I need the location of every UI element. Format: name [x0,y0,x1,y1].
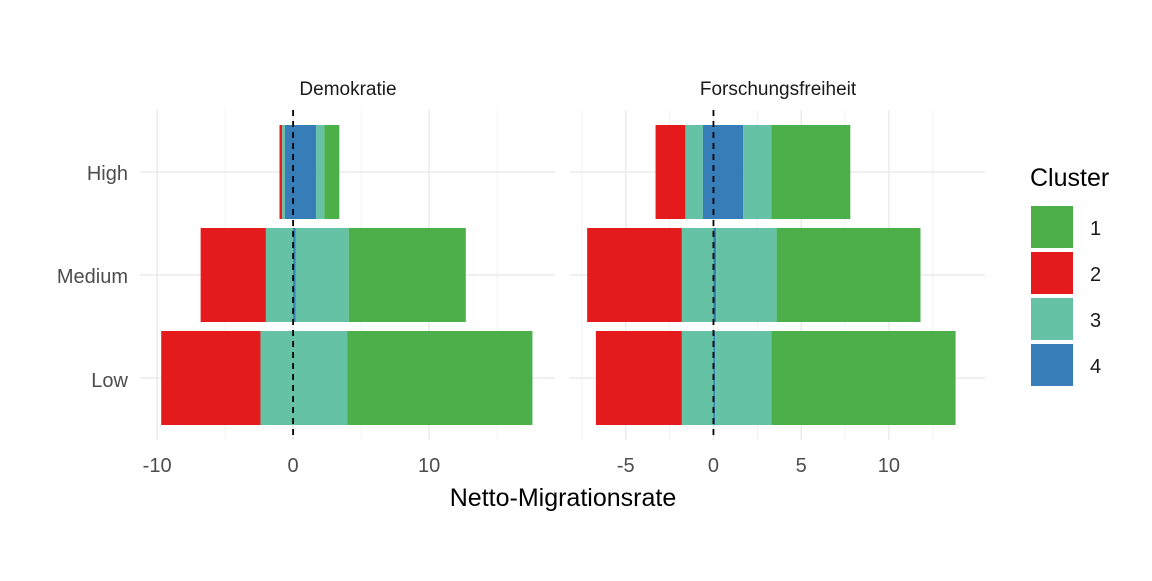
legend-key-1 [1031,206,1073,248]
legend-label-3: 3 [1090,310,1101,332]
x-tick-label: 5 [796,455,807,477]
y-label-high: High [87,163,128,185]
y-label-low: Low [91,370,128,392]
bar-medium-cluster-1 [348,228,466,322]
bar-low-cluster-3 [681,331,714,425]
legend: Cluster 1 2 3 4 [1030,164,1109,386]
bar-medium-cluster-2 [587,228,682,322]
bar-high-cluster-3 [743,125,772,219]
x-axis-title: Netto-Migrationsrate [450,484,676,512]
bar-medium-cluster-3 [681,228,714,322]
bar-high-cluster-1 [324,125,340,219]
bar-low-cluster-2 [595,331,682,425]
legend-title: Cluster [1030,164,1109,192]
bar-medium-cluster-3 [716,228,777,322]
bar-medium-cluster-1 [776,228,921,322]
bar-medium-cluster-3 [265,228,294,322]
bar-low-cluster-2 [161,331,261,425]
bar-low-cluster-3 [715,331,772,425]
x-tick-label: 0 [708,455,719,477]
bar-high-cluster-4 [284,125,317,219]
x-tick-label: 10 [878,455,900,477]
bar-high-cluster-3 [685,125,703,219]
bar-high-cluster-3 [282,125,285,219]
bar-low-cluster-1 [347,331,533,425]
legend-key-4 [1031,344,1073,386]
x-tick-label: -5 [617,455,635,477]
bar-medium-cluster-2 [200,228,266,322]
bar-high-cluster-1 [771,125,851,219]
legend-key-2 [1031,252,1073,294]
panel-title-demokratie: Demokratie [299,79,396,100]
panel-demokratie: -10 0 10 [140,110,555,477]
x-tick-label: 0 [288,455,299,477]
legend-label-2: 2 [1090,264,1101,286]
legend-label-4: 4 [1090,356,1101,378]
panel-title-forschungsfreiheit: Forschungsfreiheit [700,79,857,100]
bar-medium-cluster-4 [713,228,717,322]
bar-low-cluster-1 [771,331,956,425]
bar-high-cluster-4 [702,125,744,219]
bar-medium-cluster-4 [293,228,296,322]
legend-label-1: 1 [1090,218,1101,240]
x-tick-label: 10 [418,455,440,477]
panels-layer: -10 0 10 -5 0 5 10 [140,110,985,477]
bar-low-cluster-3 [260,331,348,425]
bar-medium-cluster-3 [295,228,349,322]
bar-high-cluster-3 [316,125,325,219]
y-label-medium: Medium [57,266,128,288]
bar-high-cluster-2 [279,125,283,219]
bar-high-cluster-2 [655,125,686,219]
legend-key-3 [1031,298,1073,340]
panel-forschungsfreiheit: -5 0 5 10 [570,110,985,477]
x-tick-label: -10 [143,455,172,477]
